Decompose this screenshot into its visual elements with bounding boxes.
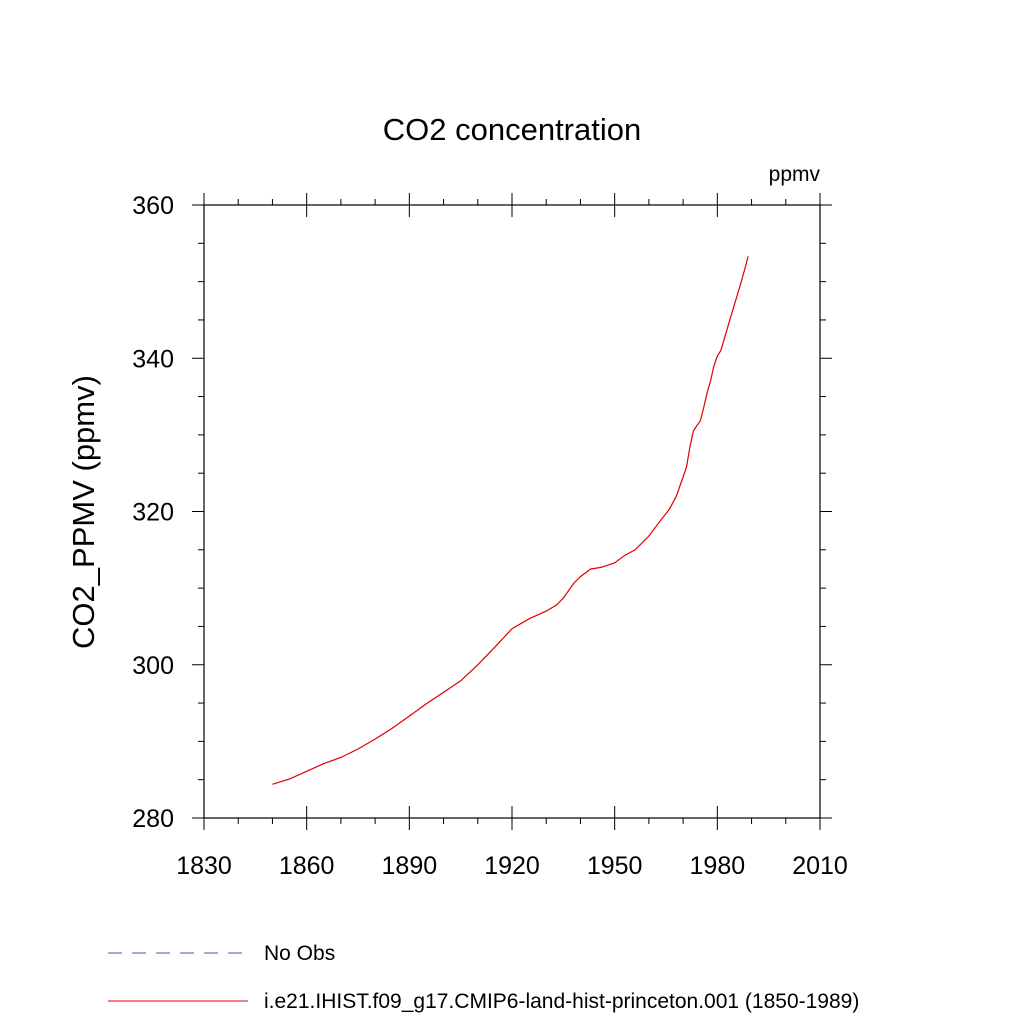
legend-label-1: i.e21.IHIST.f09_g17.CMIP6-land-hist-prin… [264, 990, 859, 1013]
legend-label-0: No Obs [264, 942, 335, 965]
y-tick-label: 300 [132, 652, 174, 680]
y-tick-label: 280 [132, 805, 174, 833]
series-line-1 [272, 256, 749, 785]
x-tick-label: 1950 [587, 852, 643, 880]
y-tick-label: 360 [132, 192, 174, 220]
series-lines [272, 256, 749, 785]
chart-title: CO2 concentration [383, 112, 641, 147]
y-tick-label: 320 [132, 499, 174, 527]
units-label: ppmv [769, 163, 821, 186]
x-tick-label: 2010 [792, 852, 848, 880]
x-tick-label: 1830 [176, 852, 232, 880]
x-tick-label: 1920 [484, 852, 540, 880]
y-axis-label: CO2_PPMV (ppmv) [66, 375, 101, 649]
x-tick-label: 1890 [382, 852, 438, 880]
legend: No Obs i.e21.IHIST.f09_g17.CMIP6-land-his… [108, 942, 859, 1013]
x-tick-label: 1980 [690, 852, 746, 880]
y-axis-ticks: 280 300 320 340 360 [132, 192, 832, 833]
x-axis-ticks: 1830 1860 1890 1920 1950 1980 2010 [176, 193, 848, 880]
y-tick-label: 340 [132, 345, 174, 373]
x-tick-label: 1860 [279, 852, 335, 880]
plot-frame [203, 204, 821, 819]
